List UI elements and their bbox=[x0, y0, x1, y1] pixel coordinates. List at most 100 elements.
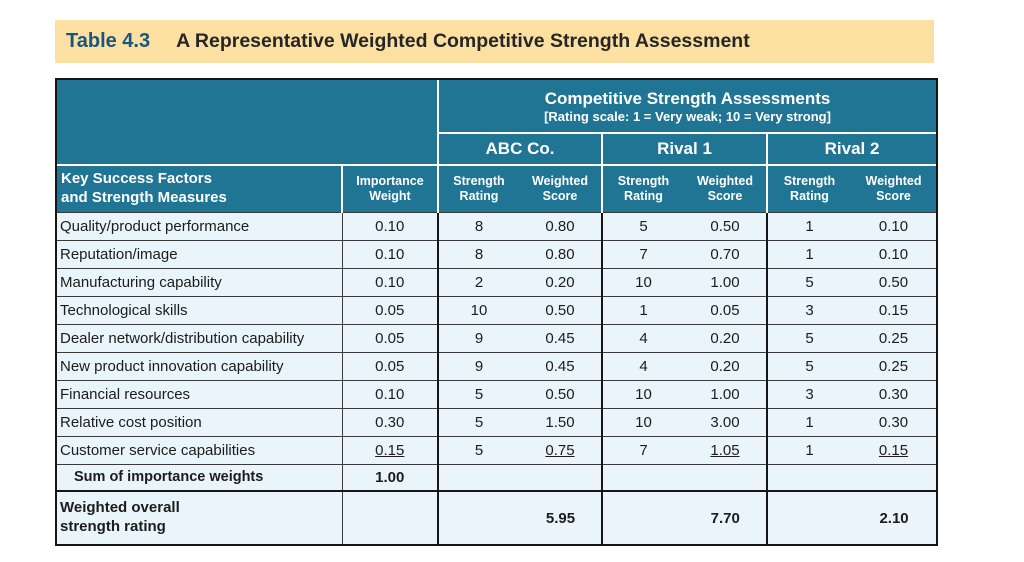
table-row: Technological skills 0.05 10 0.50 1 0.05 3 0.15 bbox=[57, 295, 937, 324]
data-rows-body: Quality/product performance 0.10 8 0.80 5 0.5… bbox=[57, 211, 937, 464]
strength-rating-header-rival2: Strength Rating bbox=[766, 164, 851, 212]
header-row-columns: Key Success Factors and Strength Measure… bbox=[57, 164, 937, 212]
weighted-score-cell: 0.20 bbox=[684, 323, 767, 352]
strength-rating-cell: 5 bbox=[766, 267, 851, 296]
overall-score-value-rival2: 2.10 bbox=[879, 509, 909, 527]
factor-cell: Relative cost position bbox=[57, 407, 342, 436]
strength-rating-cell: 1 bbox=[601, 295, 684, 324]
overall-empty-weight bbox=[341, 490, 439, 544]
weighted-score-cell: 0.05 bbox=[684, 295, 767, 324]
overall-label: Weighted overall strength rating bbox=[57, 490, 342, 544]
sum-empty-rival1 bbox=[601, 463, 767, 491]
weighted-score-cell: 1.00 bbox=[684, 379, 767, 408]
weighted-score-cell: 0.10 bbox=[851, 239, 937, 268]
factor-cell: Reputation/image bbox=[57, 239, 342, 268]
weighted-score-cell: 0.75 bbox=[519, 435, 602, 464]
factor-cell: Financial resources bbox=[57, 379, 342, 408]
company-header-rival2: Rival 2 bbox=[765, 132, 937, 165]
overall-score-rival2: 2.10 bbox=[765, 490, 937, 544]
table-caption-banner: Table 4.3 A Representative Weighted Comp… bbox=[55, 20, 934, 63]
strength-rating-cell: 1 bbox=[766, 211, 851, 240]
strength-rating-cell: 9 bbox=[438, 323, 519, 352]
key-success-factors-header: Key Success Factors and Strength Measure… bbox=[57, 164, 342, 212]
weighted-score-cell: 1.00 bbox=[684, 267, 767, 296]
header-row-companies: ABC Co. Rival 1 Rival 2 bbox=[57, 132, 937, 165]
sum-label: Sum of importance weights bbox=[57, 463, 342, 491]
strength-rating-cell: 4 bbox=[601, 323, 684, 352]
corner-cell bbox=[57, 80, 439, 166]
strength-rating-cell: 7 bbox=[601, 435, 684, 464]
strength-rating-header-rival1: Strength Rating bbox=[601, 164, 684, 212]
table-row: Financial resources 0.10 5 0.50 10 1.00 3 0.30 bbox=[57, 379, 937, 408]
header-row-assessments: Competitive Strength Assessments [Rating… bbox=[57, 80, 937, 166]
weighted-score-cell: 0.50 bbox=[851, 267, 937, 296]
importance-weight-cell: 0.15 bbox=[341, 435, 439, 464]
weighted-score-cell: 3.00 bbox=[684, 407, 767, 436]
strength-rating-cell: 10 bbox=[438, 295, 519, 324]
weighted-score-cell: 1.50 bbox=[519, 407, 602, 436]
overall-rating-row: Weighted overall strength rating 5.95 7.… bbox=[57, 490, 937, 544]
summary-rows-body: Sum of importance weights 1.00 Weighted … bbox=[57, 463, 937, 544]
strength-rating-cell: 8 bbox=[438, 211, 519, 240]
page: Table 4.3 A Representative Weighted Comp… bbox=[55, 20, 938, 546]
sum-value: 1.00 bbox=[341, 463, 439, 491]
importance-weight-cell: 0.05 bbox=[341, 295, 439, 324]
assessment-table: Competitive Strength Assessments [Rating… bbox=[57, 80, 937, 544]
weighted-score-cell: 0.45 bbox=[519, 323, 602, 352]
strength-rating-cell: 7 bbox=[601, 239, 684, 268]
assessment-table-container: Competitive Strength Assessments [Rating… bbox=[55, 78, 938, 546]
weighted-score-cell: 0.20 bbox=[519, 267, 602, 296]
table-title: A Representative Weighted Competitive St… bbox=[176, 30, 750, 52]
weighted-score-cell: 0.20 bbox=[684, 351, 767, 380]
strength-rating-cell: 1 bbox=[766, 407, 851, 436]
factor-cell: Quality/product performance bbox=[57, 211, 342, 240]
importance-weight-cell: 0.10 bbox=[341, 211, 439, 240]
weighted-score-cell: 0.50 bbox=[519, 379, 602, 408]
rating-scale-note: [Rating scale: 1 = Very weak; 10 = Very … bbox=[544, 109, 831, 125]
strength-rating-cell: 3 bbox=[766, 295, 851, 324]
factor-cell: New product innovation capability bbox=[57, 351, 342, 380]
weighted-score-cell: 0.45 bbox=[519, 351, 602, 380]
strength-rating-cell: 5 bbox=[438, 435, 519, 464]
table-row: Manufacturing capability 0.10 2 0.20 10 1.00 5… bbox=[57, 267, 937, 296]
strength-rating-header-abc: Strength Rating bbox=[437, 164, 519, 212]
weighted-score-cell: 0.80 bbox=[519, 211, 602, 240]
table-row: Quality/product performance 0.10 8 0.80 5 0.5… bbox=[57, 211, 937, 240]
weighted-score-cell: 0.80 bbox=[519, 239, 602, 268]
strength-rating-cell: 3 bbox=[766, 379, 851, 408]
factor-cell: Technological skills bbox=[57, 295, 342, 324]
sum-empty-rival2 bbox=[765, 463, 937, 491]
importance-weight-header: Importance Weight bbox=[341, 164, 438, 212]
assessments-title: Competitive Strength Assessments bbox=[544, 88, 831, 108]
strength-rating-cell: 5 bbox=[438, 379, 519, 408]
strength-rating-cell: 5 bbox=[601, 211, 684, 240]
table-row: Customer service capabilities 0.15 5 0.75 7 1… bbox=[57, 435, 937, 464]
sum-empty-abc bbox=[438, 463, 602, 491]
weighted-score-cell: 0.15 bbox=[851, 295, 937, 324]
strength-rating-cell: 8 bbox=[438, 239, 519, 268]
weighted-score-cell: 0.50 bbox=[684, 211, 767, 240]
strength-rating-cell: 2 bbox=[438, 267, 519, 296]
factor-cell: Customer service capabilities bbox=[57, 435, 342, 464]
weighted-score-header-rival1: Weighted Score bbox=[684, 164, 767, 212]
table-row: Dealer network/distribution capability 0.… bbox=[57, 323, 937, 352]
table-row: Relative cost position 0.30 5 1.50 10 3.00 1 0.… bbox=[57, 407, 937, 436]
overall-score-abc: 5.95 bbox=[438, 490, 602, 544]
strength-rating-cell: 4 bbox=[601, 351, 684, 380]
overall-score-value-rival1: 7.70 bbox=[710, 509, 740, 527]
importance-weight-cell: 0.10 bbox=[341, 267, 439, 296]
weighted-score-header-rival2: Weighted Score bbox=[851, 164, 937, 212]
weighted-score-cell: 0.15 bbox=[851, 435, 937, 464]
importance-weight-cell: 0.05 bbox=[341, 351, 439, 380]
strength-rating-cell: 5 bbox=[766, 351, 851, 380]
weighted-score-cell: 1.05 bbox=[684, 435, 767, 464]
overall-score-value-abc: 5.95 bbox=[545, 509, 576, 527]
importance-weight-cell: 0.10 bbox=[341, 379, 439, 408]
table-row: New product innovation capability 0.05 9 0.… bbox=[57, 351, 937, 380]
table-number: Table 4.3 bbox=[66, 30, 151, 52]
strength-rating-cell: 5 bbox=[766, 323, 851, 352]
table-row: Reputation/image 0.10 8 0.80 7 0.70 1 0.10 bbox=[57, 239, 937, 268]
importance-weight-cell: 0.05 bbox=[341, 323, 439, 352]
strength-rating-cell: 10 bbox=[601, 267, 684, 296]
overall-score-rival1: 7.70 bbox=[601, 490, 767, 544]
